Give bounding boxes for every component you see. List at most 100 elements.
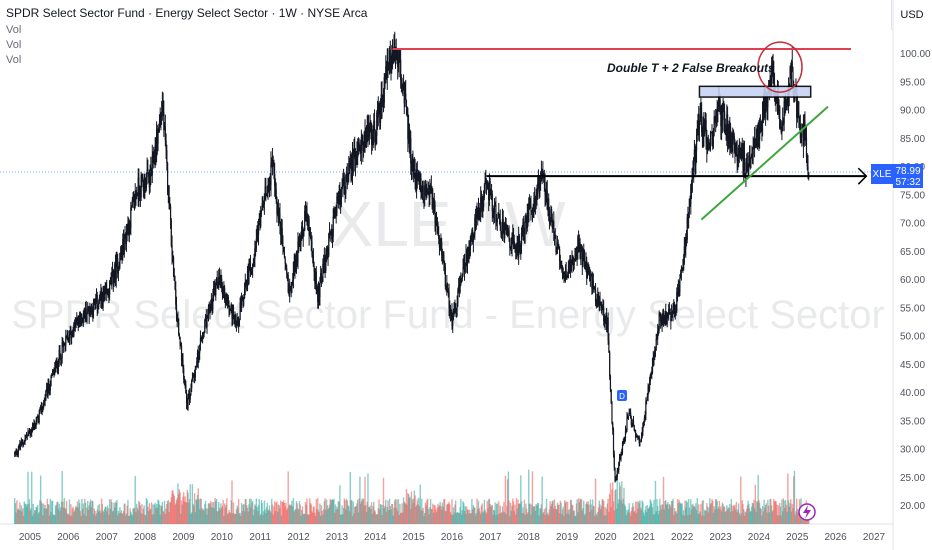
candle-body bbox=[688, 212, 690, 219]
volume-bar bbox=[487, 499, 490, 524]
candle-body bbox=[204, 320, 206, 332]
volume-bar bbox=[651, 507, 654, 524]
candle-body bbox=[84, 310, 86, 319]
volume-bar bbox=[368, 507, 371, 524]
candle-body bbox=[507, 225, 509, 236]
candle-body bbox=[789, 67, 791, 90]
volume-bar bbox=[466, 506, 468, 524]
volume-bar bbox=[791, 503, 793, 524]
volume-bar bbox=[417, 504, 419, 524]
volume-bar bbox=[226, 498, 228, 524]
candle-body bbox=[76, 319, 79, 322]
volume-bar bbox=[357, 512, 360, 524]
candle-body bbox=[802, 124, 804, 128]
volume-bar bbox=[402, 497, 405, 524]
volume-bar bbox=[14, 503, 17, 524]
candle-body bbox=[71, 332, 73, 339]
vol-label-2[interactable]: Vol bbox=[6, 39, 22, 51]
volume-bar bbox=[710, 503, 712, 524]
volume-bar bbox=[482, 512, 484, 524]
volume-bar bbox=[265, 513, 267, 524]
candle-body bbox=[105, 287, 107, 291]
candle-body bbox=[650, 374, 652, 376]
candle-body bbox=[98, 297, 101, 303]
candle-body bbox=[594, 288, 596, 290]
volume-bar bbox=[516, 508, 518, 524]
candle-body bbox=[145, 177, 147, 189]
volume-bar bbox=[51, 500, 53, 524]
candle-body bbox=[65, 335, 67, 346]
candle-body bbox=[422, 185, 424, 201]
lightning-icon[interactable] bbox=[798, 503, 816, 521]
candle-body bbox=[224, 300, 226, 303]
candle-body bbox=[155, 145, 157, 157]
candle-body bbox=[16, 449, 18, 454]
volume-bar bbox=[713, 506, 715, 524]
candle-body bbox=[217, 282, 219, 285]
volume-bar bbox=[637, 501, 640, 524]
volume-bar bbox=[485, 513, 488, 524]
volume-bar bbox=[135, 504, 138, 524]
candle-body bbox=[654, 350, 656, 358]
vol-label-3[interactable]: Vol bbox=[6, 54, 22, 66]
volume-bar bbox=[390, 509, 392, 524]
volume-bar bbox=[380, 504, 382, 524]
candle-body bbox=[298, 241, 300, 245]
time-axis[interactable]: 2005 2006 2007 2008 2009 2010 2011 2012 2013 2014… bbox=[19, 532, 886, 543]
candle-body bbox=[349, 157, 351, 165]
candle-body bbox=[94, 300, 96, 303]
volume-bar bbox=[626, 510, 628, 524]
candle-body bbox=[320, 273, 323, 278]
candle-body bbox=[92, 311, 94, 315]
volume-bar bbox=[341, 505, 343, 524]
volume-bar bbox=[733, 506, 735, 524]
volume-bar bbox=[522, 507, 524, 524]
volume-bar bbox=[592, 505, 595, 524]
candle-body bbox=[787, 99, 789, 103]
volume-bar bbox=[725, 511, 727, 524]
candle-body bbox=[310, 237, 312, 242]
volume-bar bbox=[501, 506, 504, 524]
candle-body bbox=[116, 258, 118, 261]
volume-bar bbox=[362, 498, 365, 524]
candle-body bbox=[808, 172, 810, 175]
candle-body bbox=[673, 305, 675, 309]
volume-bar bbox=[160, 505, 163, 524]
volume-bar bbox=[175, 499, 178, 524]
vol-label-1[interactable]: Vol bbox=[6, 24, 22, 36]
currency-label[interactable]: USD bbox=[891, 0, 932, 30]
candle-body bbox=[231, 304, 233, 319]
candle-body bbox=[464, 262, 466, 273]
candle-body bbox=[201, 338, 203, 340]
volume-bar bbox=[426, 500, 428, 524]
candle-body bbox=[192, 373, 194, 378]
candle-body bbox=[295, 259, 297, 267]
candle-body bbox=[298, 240, 301, 245]
candle-body bbox=[424, 185, 427, 196]
drawings[interactable] bbox=[0, 41, 871, 221]
price-axis[interactable]: 100.0095.0090.0085.0080.0075.0070.0065.0… bbox=[900, 49, 931, 512]
candle-body bbox=[444, 267, 446, 287]
candle-body bbox=[281, 228, 283, 246]
candle-body bbox=[571, 255, 573, 267]
candle-body bbox=[589, 272, 591, 281]
candle-body bbox=[742, 155, 744, 174]
candle-body bbox=[76, 319, 78, 322]
candle-body bbox=[292, 262, 295, 281]
volume-bar bbox=[254, 505, 257, 524]
volume-bar bbox=[124, 503, 126, 524]
candle-body bbox=[738, 148, 740, 161]
candle-body bbox=[527, 213, 529, 223]
volume-bar bbox=[167, 500, 170, 524]
volume-bar bbox=[283, 503, 286, 524]
volume-bar bbox=[448, 501, 450, 524]
volume-bar bbox=[627, 512, 629, 524]
volume-bar bbox=[394, 500, 396, 524]
dividend-marker[interactable]: D bbox=[617, 390, 627, 401]
volume-bar bbox=[695, 503, 697, 524]
candle-body bbox=[676, 291, 679, 296]
candle-body bbox=[193, 376, 196, 378]
candle-body bbox=[50, 375, 52, 386]
candle-body bbox=[71, 332, 73, 334]
